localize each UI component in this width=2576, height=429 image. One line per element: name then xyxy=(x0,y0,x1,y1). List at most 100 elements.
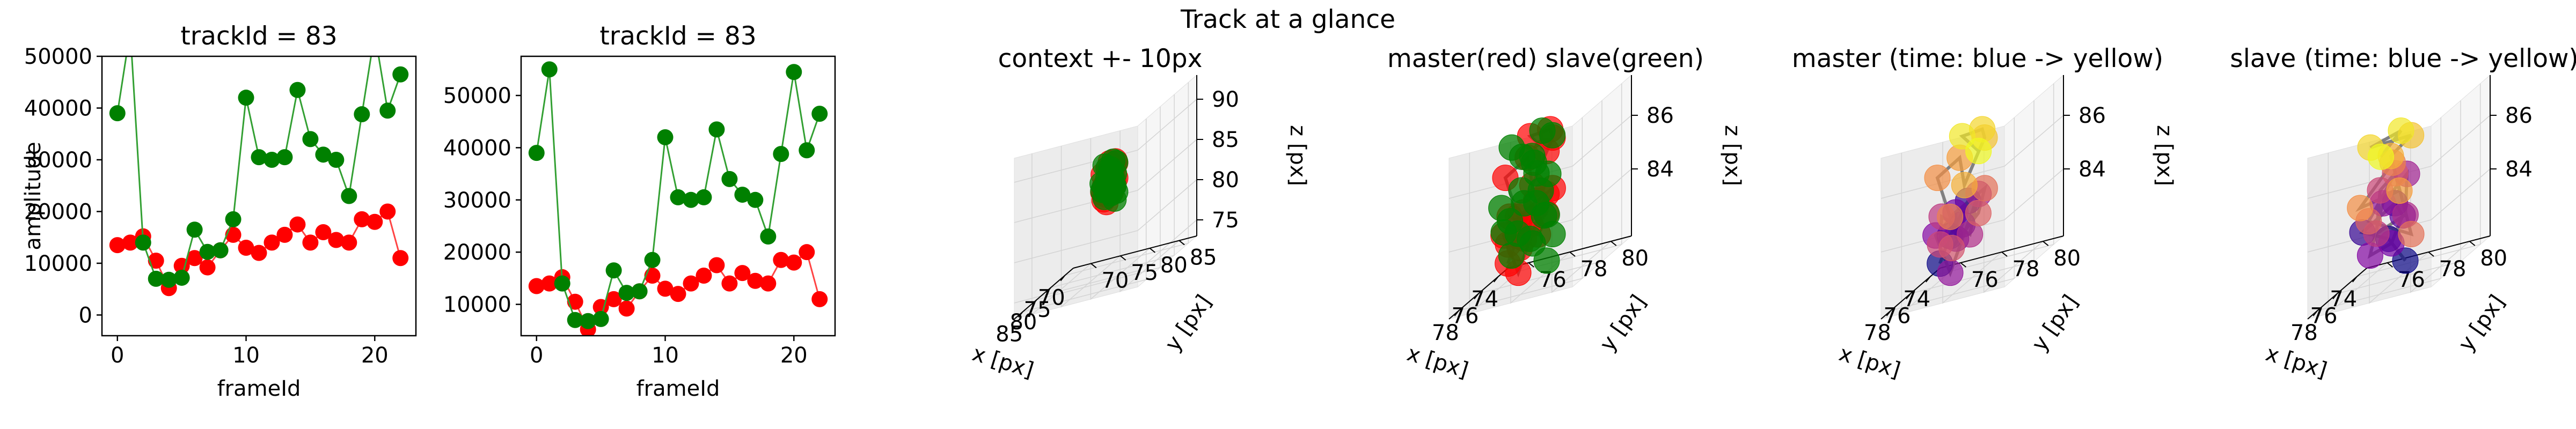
slave-point xyxy=(1509,143,1535,170)
master-data-point xyxy=(315,224,332,241)
y-tick-mark xyxy=(1119,255,1126,261)
y-tick-mark xyxy=(1091,263,1097,269)
master-data-point xyxy=(734,265,751,282)
chart-title: slave (time: blue -> yellow) xyxy=(2230,44,2576,73)
x-axis-label: frameId xyxy=(636,376,720,401)
master-data-point xyxy=(122,234,138,251)
z-grid-line xyxy=(1014,139,1197,223)
slave-time-point xyxy=(2398,221,2425,247)
master-data-point xyxy=(605,291,622,307)
y-tick-label: 78 xyxy=(2439,257,2467,282)
x-tick-mark xyxy=(1886,310,1892,316)
y-tick-label: 78 xyxy=(2012,257,2040,282)
slave-data-point xyxy=(289,82,306,98)
z-grid-line xyxy=(1880,115,2064,199)
master-data-point xyxy=(811,291,828,307)
y-tick-label: 40000 xyxy=(24,96,92,121)
master-time-point xyxy=(1938,235,1965,261)
x-axis-label: x [px] xyxy=(1836,341,1903,383)
slave-data-point xyxy=(696,189,712,205)
slave-point xyxy=(1529,117,1556,144)
slave-data-point xyxy=(592,310,609,327)
x-grid-line xyxy=(1022,119,1147,313)
y-tick-label: 85 xyxy=(1190,246,1217,270)
master-data-point xyxy=(379,203,396,220)
y-tick-label: 10000 xyxy=(24,252,92,276)
x-tick-label: 0 xyxy=(530,343,543,368)
master-data-point xyxy=(367,213,383,230)
y-grid-line xyxy=(2328,153,2388,315)
y-tick-label: 40000 xyxy=(443,136,511,160)
slave-data-point xyxy=(212,242,229,258)
line-chart-1: 0 10 20 0 10000 20000 30000 40000 50000 trackId =… xyxy=(21,21,417,401)
y-axis-label: y [px] xyxy=(1160,291,1217,356)
y-tick-mark xyxy=(1179,240,1185,246)
slave-data-point xyxy=(605,262,622,279)
slave-data-point xyxy=(644,252,661,268)
slave-point xyxy=(1527,177,1554,204)
x-grid-line xyxy=(1065,82,1189,276)
master-time-point xyxy=(1951,172,1978,198)
y-tick-label: 80 xyxy=(1160,253,1188,278)
slave-data-point xyxy=(225,211,241,227)
slave-data-point xyxy=(631,283,648,300)
z-grid-line xyxy=(2307,168,2491,253)
slave-data-point xyxy=(186,221,203,238)
y-tick-label: 80 xyxy=(2053,246,2081,271)
z-tick-label: 84 xyxy=(2079,157,2106,182)
z-tick-label: 86 xyxy=(1646,103,1674,128)
z-tick-label: 84 xyxy=(2505,157,2533,182)
z-tick-label: 84 xyxy=(1646,157,1674,182)
x-tick-label: 78 xyxy=(1864,321,1891,345)
x-tick-mark xyxy=(1018,311,1023,318)
master-data-point xyxy=(238,239,254,256)
x-tick-label: 70 xyxy=(1038,286,1065,310)
plot-frame xyxy=(101,55,417,337)
z-tick-label: 75 xyxy=(1212,208,1239,233)
x-tick-label: 85 xyxy=(996,322,1023,346)
x-tick-label: 20 xyxy=(361,343,389,368)
slave-data-point xyxy=(315,146,332,163)
x-tick-mark xyxy=(1493,276,1499,283)
slave-data-point xyxy=(392,66,409,83)
x-tick-label: 10 xyxy=(652,343,679,368)
x-axis-label: x [px] xyxy=(969,341,1036,383)
x-grid-line xyxy=(1459,117,1583,311)
y-tick-mark xyxy=(1528,262,1534,268)
slave-data-point xyxy=(379,102,396,119)
slave-data-point xyxy=(276,149,293,166)
x-tick-mark xyxy=(1906,293,1911,300)
y-tick-label: 76 xyxy=(1971,268,1999,292)
x-tick-label: 74 xyxy=(1471,287,1498,312)
slave-time-point xyxy=(2392,247,2419,274)
slave-data-point xyxy=(747,191,764,208)
slave-point xyxy=(1533,247,1560,274)
z-grid-line xyxy=(1014,99,1197,183)
y-tick-mark xyxy=(2469,241,2476,246)
slave-data-point xyxy=(734,187,751,203)
slave-point xyxy=(1095,156,1120,181)
slave-data-point xyxy=(328,151,345,168)
x-tick-label: 74 xyxy=(1903,287,1930,312)
master-time-point xyxy=(1924,165,1951,191)
slave-time-point xyxy=(2388,117,2414,144)
y-tick-label: 70 xyxy=(1101,268,1129,293)
x-axis-label: frameId xyxy=(217,376,301,401)
slave-time-point xyxy=(2386,177,2413,204)
master-data-point xyxy=(773,252,789,268)
chart-title: context +- 10px xyxy=(998,44,1203,73)
y-tick-label: 20000 xyxy=(443,240,511,265)
master-data-point xyxy=(708,257,725,273)
master-data-point xyxy=(747,272,764,289)
slave-data-point xyxy=(760,228,777,245)
x-tick-mark xyxy=(2312,310,2318,316)
z-axis-label: z [px] xyxy=(1285,125,1310,186)
x-tick-mark xyxy=(2332,293,2338,300)
master-data-point xyxy=(657,280,674,297)
master-data-point xyxy=(276,226,293,243)
slave-data-point xyxy=(786,64,802,80)
master-data-point xyxy=(264,234,280,251)
